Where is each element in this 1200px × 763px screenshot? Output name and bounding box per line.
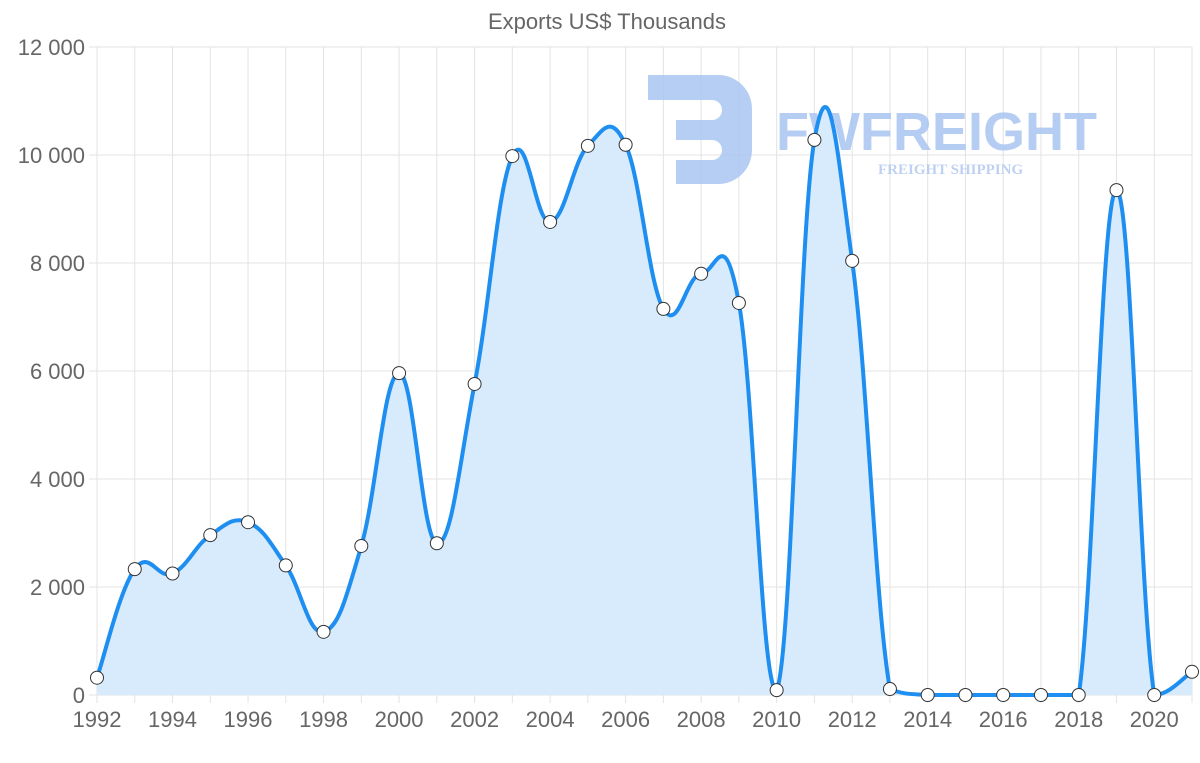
x-tick-label: 2020 [1130, 707, 1179, 732]
x-tick-label: 1992 [73, 707, 122, 732]
data-point-1998[interactable] [316, 624, 331, 639]
x-axis: 1992 1994 1996 1998 2000 2002 2004 2006 2008 2010… [73, 707, 1179, 732]
data-point-2004[interactable] [543, 214, 558, 229]
data-point-1995[interactable] [203, 528, 218, 543]
watermark-logo: FWFREIGHT FREIGHT SHIPPING [648, 75, 1097, 184]
logo-mark-icon [648, 75, 753, 184]
data-point-2015[interactable] [958, 688, 973, 702]
data-point-2012[interactable] [845, 253, 860, 268]
y-tick-label: 2 000 [30, 575, 85, 600]
x-tick-label: 1998 [299, 707, 348, 732]
data-point-2021[interactable] [1185, 664, 1199, 679]
data-point-1994[interactable] [165, 566, 180, 581]
x-tick-label: 2004 [526, 707, 575, 732]
x-tick-label: 1994 [148, 707, 197, 732]
data-point-2006[interactable] [618, 137, 633, 152]
data-point-2003[interactable] [505, 149, 520, 164]
data-point-2007[interactable] [656, 301, 671, 316]
data-point-1999[interactable] [354, 538, 369, 553]
y-tick-label: 8 000 [30, 251, 85, 276]
data-point-2005[interactable] [580, 138, 595, 153]
data-point-2000[interactable] [392, 366, 407, 381]
x-tick-label: 2014 [903, 707, 952, 732]
y-tick-label: 6 000 [30, 359, 85, 384]
x-tick-label: 1996 [224, 707, 273, 732]
x-tick-label: 2006 [601, 707, 650, 732]
x-tick-label: 2002 [450, 707, 499, 732]
watermark-tagline: FREIGHT SHIPPING [878, 162, 1023, 178]
data-point-2009[interactable] [731, 295, 746, 310]
data-point-2013[interactable] [882, 682, 897, 697]
x-tick-label: 2010 [752, 707, 801, 732]
data-point-2001[interactable] [429, 536, 444, 551]
y-tick-label: 12 000 [18, 35, 85, 60]
data-point-2002[interactable] [467, 376, 482, 391]
data-point-1997[interactable] [278, 558, 293, 573]
x-tick-label: 2016 [979, 707, 1028, 732]
y-axis: 0 2 000 4 000 6 000 8 000 10 000 12 000 [18, 35, 97, 708]
x-tick-label: 2012 [828, 707, 877, 732]
x-tick-label: 2018 [1054, 707, 1103, 732]
data-point-2010[interactable] [769, 683, 784, 698]
y-tick-label: 4 000 [30, 467, 85, 492]
data-point-2017[interactable] [1033, 688, 1048, 702]
chart-title: Exports US$ Thousands [488, 9, 726, 34]
data-point-1993[interactable] [127, 562, 142, 577]
data-point-2016[interactable] [996, 688, 1011, 702]
series-area-fill [97, 106, 1192, 696]
data-point-2008[interactable] [694, 266, 709, 281]
data-point-1992[interactable] [90, 670, 104, 685]
data-point-2018[interactable] [1071, 688, 1086, 702]
data-point-1996[interactable] [241, 515, 256, 530]
y-tick-label: 0 [73, 683, 85, 708]
x-tick-label: 2008 [677, 707, 726, 732]
x-tick-label: 2000 [375, 707, 424, 732]
data-point-2014[interactable] [920, 688, 935, 702]
data-point-2020[interactable] [1147, 688, 1162, 702]
data-points [90, 132, 1199, 702]
y-tick-label: 10 000 [18, 143, 85, 168]
data-point-2011[interactable] [807, 132, 822, 147]
data-point-2019[interactable] [1109, 183, 1124, 198]
